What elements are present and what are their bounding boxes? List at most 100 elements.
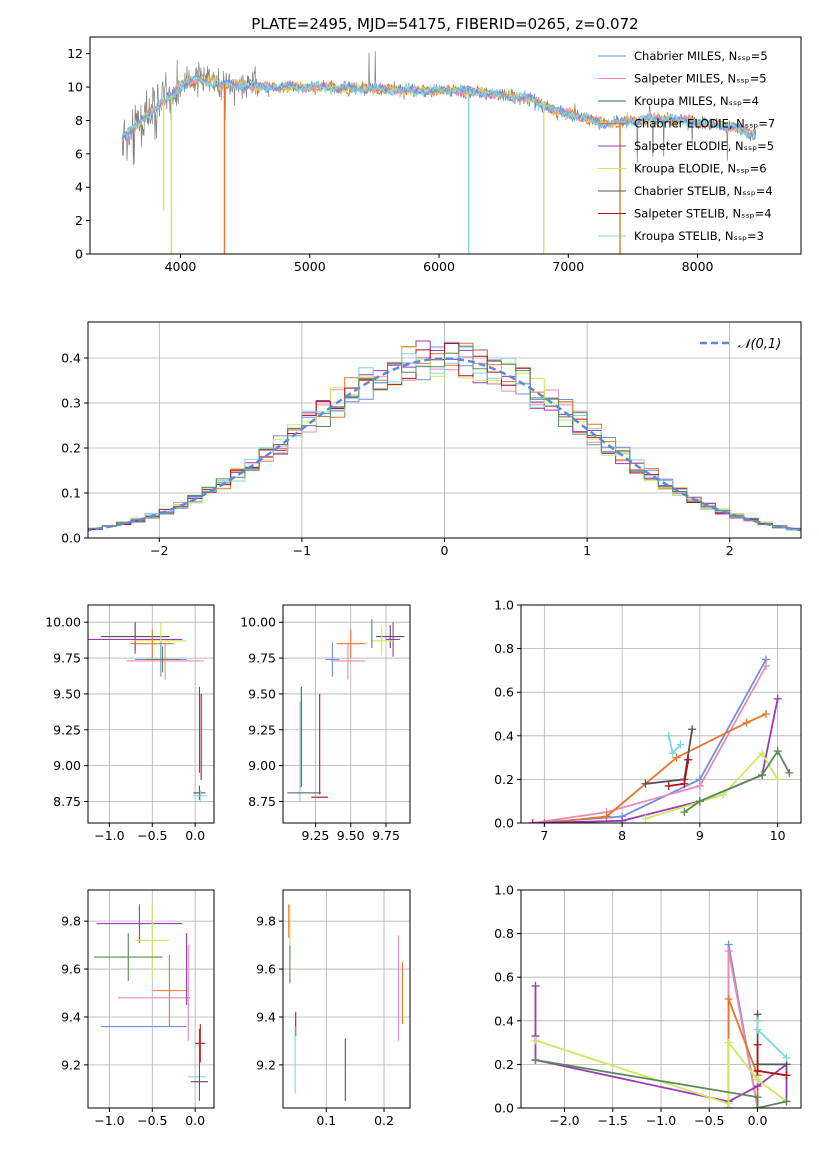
weight-marker — [762, 662, 770, 671]
y-tick-label: 0.2 — [494, 1057, 514, 1072]
weight-marker — [724, 1038, 733, 1047]
weight-marker — [724, 995, 733, 1003]
y-tick-label: 8.75 — [248, 794, 276, 809]
weight-marker — [684, 755, 693, 764]
weight-marker — [680, 808, 689, 817]
x-tick-label: 6000 — [423, 259, 455, 274]
plot-area — [531, 940, 791, 1108]
x-tick-label: −1.0 — [94, 1113, 124, 1128]
y-tick-label: 9.25 — [53, 722, 81, 737]
weight-series-line — [756, 1044, 787, 1077]
weight-series-line — [544, 713, 767, 823]
x-tick-label: 4000 — [165, 259, 197, 274]
y-tick-label: 9.6 — [61, 962, 81, 977]
y-tick-label: 4 — [75, 180, 83, 195]
y-tick-label: 0.6 — [494, 685, 514, 700]
x-tick-label: −2.0 — [549, 1113, 579, 1128]
legend-label: 𝒩(0,1) — [738, 337, 781, 352]
plot-area — [528, 655, 794, 823]
y-tick-label: 9.00 — [248, 758, 276, 773]
weight-series-line — [532, 665, 767, 823]
axes-frame — [520, 604, 802, 824]
plot-area — [88, 340, 801, 533]
plot-area — [121, 51, 757, 254]
mass-vs-extinction-panel: 0.1 0.2 9.2 9.4 9.6 9.8 — [256, 889, 411, 1128]
weight-marker — [668, 749, 677, 758]
legend-label: Kroupa ELODIE, Nₛₛₚ=6 — [634, 162, 767, 176]
legend-label: Chabrier MILES, Nₛₛₚ=5 — [634, 49, 768, 63]
weight-series-line — [532, 698, 779, 823]
weight-series-line — [756, 1020, 788, 1059]
model-spectrum-line — [121, 74, 756, 139]
y-tick-label: 8.75 — [53, 794, 81, 809]
y-tick-label: 8 — [75, 113, 83, 128]
x-tick-label: −0.5 — [137, 828, 167, 843]
x-tick-label: −2 — [150, 543, 168, 558]
y-tick-label: 10 — [67, 80, 83, 95]
x-tick-label: 0.0 — [185, 1113, 205, 1128]
weight-marker — [695, 797, 704, 806]
y-tick-label: 9.2 — [61, 1057, 81, 1072]
weight-marker — [531, 1036, 540, 1045]
y-tick-label: 0.8 — [494, 641, 514, 656]
weight-marker — [664, 731, 673, 740]
weight-marker — [753, 1066, 762, 1075]
y-tick-label: 9.4 — [61, 1009, 81, 1024]
weight-series-line — [756, 1014, 787, 1066]
weight-series-line — [645, 751, 779, 820]
y-tick-label: 0.4 — [494, 1013, 514, 1028]
y-tick-label: 9.8 — [61, 914, 81, 929]
weight-marker — [742, 718, 751, 727]
y-tick-label: 0.4 — [61, 351, 81, 366]
y-tick-label: 0.1 — [61, 486, 81, 501]
x-tick-label: −1 — [293, 543, 311, 558]
y-tick-label: 9.4 — [256, 1009, 276, 1024]
weight-marker — [758, 749, 767, 758]
weight-marker — [672, 753, 681, 762]
weight-marker — [753, 1075, 762, 1084]
y-tick-label: 0 — [75, 247, 83, 262]
legend-label: Salpeter STELIB, Nₛₛₚ=4 — [634, 207, 772, 221]
x-tick-label: −1.0 — [94, 828, 124, 843]
weight-marker — [753, 1093, 762, 1102]
weight-marker — [618, 816, 627, 823]
y-tick-label: 0.0 — [61, 531, 81, 546]
x-tick-label: 9.50 — [337, 828, 365, 843]
weight-marker — [540, 819, 549, 823]
x-tick-label: 8 — [618, 828, 626, 843]
plot-area — [88, 622, 208, 802]
y-tick-label: 0.4 — [494, 728, 514, 743]
axes-frame — [282, 889, 411, 1109]
weight-marker — [688, 725, 697, 734]
axes-frame — [87, 889, 215, 1109]
y-tick-label: 9.75 — [248, 651, 276, 666]
weight-marker — [602, 812, 611, 821]
axes-frame — [87, 604, 215, 824]
y-tick-label: 10.00 — [45, 615, 81, 630]
weight-marker — [641, 779, 650, 788]
x-tick-label: 7 — [540, 828, 548, 843]
weight-marker — [531, 981, 540, 990]
x-tick-label: −1.0 — [646, 1113, 676, 1128]
mass-weight-vs-metallicity-panel: −2.0 −1.5 −1.0 −0.5 0.0 0.0 0.2 0.4 0.6 0.8 1.0 — [494, 883, 802, 1128]
x-tick-label: 0.1 — [316, 1113, 336, 1128]
spectrum-panel: 4000 5000 6000 7000 8000 0 2 4 6 8 10 12 Chabrier MI… — [67, 36, 802, 274]
weight-marker — [641, 814, 650, 823]
weight-series-line — [727, 998, 759, 1108]
legend-label: Chabrier STELIB, Nₛₛₚ=4 — [634, 184, 773, 198]
x-tick-label: 1 — [583, 543, 591, 558]
y-tick-label: 9.50 — [248, 686, 276, 701]
weight-marker — [753, 1016, 762, 1025]
weight-marker — [785, 768, 794, 777]
weight-marker — [664, 781, 673, 790]
y-tick-label: 1.0 — [494, 883, 514, 898]
weight-marker — [724, 947, 733, 956]
y-tick-label: 12 — [67, 46, 83, 61]
weight-marker — [773, 694, 782, 703]
legend-label: Kroupa STELIB, Nₛₛₚ=3 — [634, 229, 764, 243]
weight-series-line — [532, 659, 767, 823]
y-tick-label: 9.8 — [256, 914, 276, 929]
x-tick-label: 0.0 — [748, 1113, 768, 1128]
legend-label: Salpeter MILES, Nₛₛₚ=5 — [634, 72, 767, 86]
